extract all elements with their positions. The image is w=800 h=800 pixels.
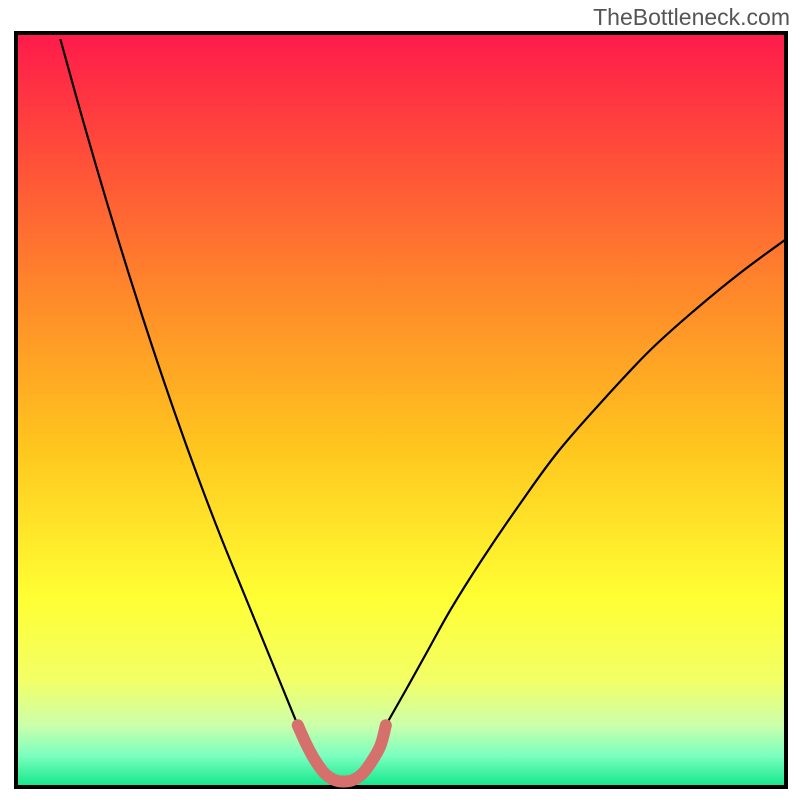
plot-curves (22, 39, 788, 789)
chart-stage: TheBottleneck.com (0, 0, 800, 800)
curve-right-branch (386, 238, 788, 726)
watermark-text: TheBottleneck.com (593, 4, 790, 31)
curve-left-branch (60, 39, 297, 725)
plot-frame (14, 31, 788, 789)
curve-valley-highlight (298, 725, 386, 781)
